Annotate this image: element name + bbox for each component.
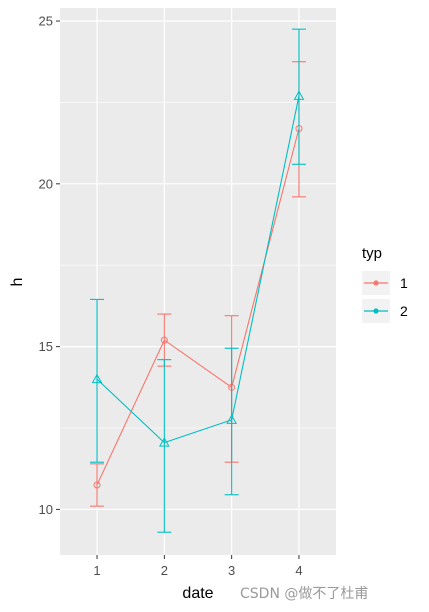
data-point	[91, 373, 103, 384]
x-tick-label: 4	[295, 563, 302, 578]
x-tick-label: 1	[93, 563, 100, 578]
y-axis-title: h	[9, 278, 26, 287]
x-tick-label: 2	[161, 563, 168, 578]
legend-item: 2	[362, 299, 408, 323]
legend-label: 1	[400, 275, 408, 291]
plot-area	[90, 28, 306, 533]
x-axis-title: date	[182, 585, 213, 602]
data-point	[226, 414, 238, 424]
panel-background	[60, 8, 336, 555]
y-tick-label: 10	[39, 502, 53, 517]
y-tick-label: 25	[39, 14, 53, 29]
legend-label: 2	[400, 303, 408, 319]
series-2	[90, 28, 306, 533]
data-point	[293, 90, 305, 100]
data-point	[160, 336, 168, 344]
y-tick-label: 20	[39, 176, 53, 191]
x-tick-label: 3	[228, 563, 235, 578]
legend-item: 1	[362, 271, 408, 295]
legend: typ 1 2	[362, 245, 408, 323]
legend-key-point	[373, 280, 379, 286]
legend-key-point	[373, 308, 379, 314]
y-tick-label: 15	[39, 339, 53, 354]
watermark: CSDN @做不了杜甫	[240, 586, 369, 602]
data-point	[158, 437, 170, 447]
data-point	[93, 481, 101, 489]
axes: 10 15 20 25 1 2 3 4	[39, 14, 303, 578]
legend-title: typ	[362, 245, 382, 262]
series-line	[96, 95, 300, 444]
